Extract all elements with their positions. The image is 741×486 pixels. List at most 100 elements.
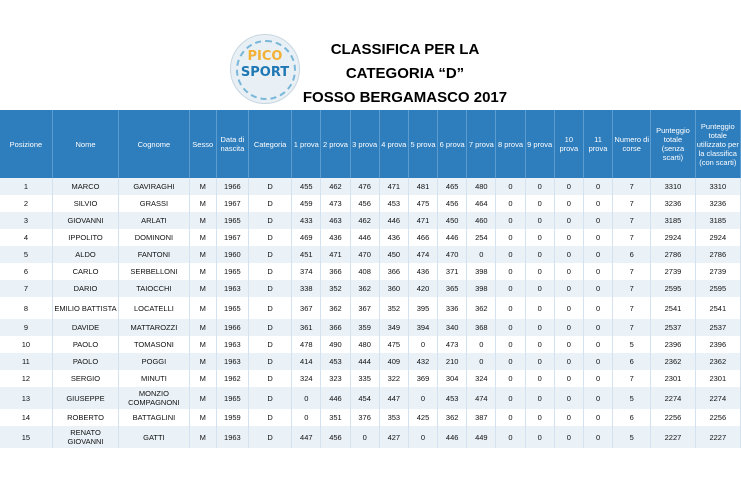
table-row: 6 CARLO SERBELLONI M 1965 D 374 366 408 366 436 371… xyxy=(0,263,741,280)
table-cell: 1959 xyxy=(216,409,249,426)
logo-line1: PICO xyxy=(247,49,283,64)
table-cell: 0 xyxy=(495,195,526,212)
table-cell: 1965 xyxy=(216,387,249,409)
title-line3: FOSSO BERGAMASCO 2017 xyxy=(302,89,508,106)
table-row: 10 PAOLO TOMASONI M 1963 D 478 490 480 475 0 473 0 0 0… xyxy=(0,336,741,353)
table-cell: 0 xyxy=(583,426,614,448)
table-cell: D xyxy=(248,178,293,195)
table-cell: 3310 xyxy=(695,178,741,195)
table-cell: 371 xyxy=(437,263,468,280)
table-cell: 0 xyxy=(554,246,584,263)
table-cell: D xyxy=(248,387,293,409)
table-cell: 7 xyxy=(612,280,652,297)
table-cell: M xyxy=(189,280,217,297)
table-cell: M xyxy=(189,387,217,409)
table-cell: 0 xyxy=(525,353,555,370)
table-cell: 1965 xyxy=(216,263,249,280)
table-cell: 450 xyxy=(437,212,468,229)
table-cell: 352 xyxy=(320,280,351,297)
table-cell: 5 xyxy=(612,387,652,409)
table-cell: M xyxy=(189,409,217,426)
table-cell: 362 xyxy=(466,297,497,319)
table-cell: D xyxy=(248,195,293,212)
table-cell: 6 xyxy=(612,353,652,370)
table-row: 4 IPPOLITO DOMINONI M 1967 D 469 436 446 436 466 44… xyxy=(0,229,741,246)
table-cell: 7 xyxy=(612,178,652,195)
table-cell: 340 xyxy=(437,319,468,336)
table-cell: 446 xyxy=(379,212,409,229)
table-cell: 1962 xyxy=(216,370,249,387)
table-cell: 471 xyxy=(408,212,439,229)
table-cell: 471 xyxy=(379,178,409,195)
table-header-row: Posizione Nome Cognome Sesso Data di nascita… xyxy=(0,110,741,178)
table-cell: 0 xyxy=(495,409,526,426)
table-row: 13 GIUSEPPE MONZIO COMPAGNONI M 1965 D 0 446 454… xyxy=(0,387,741,409)
table-cell: M xyxy=(189,212,217,229)
table-cell: 0 xyxy=(495,387,526,409)
table-cell: 449 xyxy=(466,426,497,448)
table-cell: 6 xyxy=(612,409,652,426)
table-cell: 0 xyxy=(525,370,555,387)
table-cell: 10 xyxy=(0,336,53,353)
table-cell: 447 xyxy=(379,387,409,409)
table-cell: D xyxy=(248,370,293,387)
table-cell: 353 xyxy=(379,409,409,426)
table-cell: 455 xyxy=(291,178,322,195)
table-cell: 0 xyxy=(495,370,526,387)
table-cell: 1963 xyxy=(216,280,249,297)
table-cell: 453 xyxy=(379,195,409,212)
table-cell: 0 xyxy=(495,280,526,297)
table-cell: 3185 xyxy=(650,212,696,229)
column-header: Data di nascita xyxy=(216,110,249,178)
table-cell: 470 xyxy=(437,246,468,263)
table-cell: 0 xyxy=(525,195,555,212)
table-cell: 352 xyxy=(379,297,409,319)
table-cell: 460 xyxy=(466,212,497,229)
table-cell: 0 xyxy=(525,297,555,319)
table-cell: 456 xyxy=(437,195,468,212)
table-cell: 436 xyxy=(379,229,409,246)
table-cell: 0 xyxy=(525,212,555,229)
table-cell: 2362 xyxy=(695,353,741,370)
table-cell: 475 xyxy=(408,195,439,212)
table-cell: 0 xyxy=(525,319,555,336)
table-cell: 2301 xyxy=(650,370,696,387)
table-cell: 387 xyxy=(466,409,497,426)
table-cell: 0 xyxy=(554,297,584,319)
table-cell: 453 xyxy=(320,353,351,370)
table-cell: 368 xyxy=(466,319,497,336)
table-cell: 0 xyxy=(583,297,614,319)
column-header: 9 prova xyxy=(525,110,555,178)
table-cell: M xyxy=(189,246,217,263)
table-cell: LOCATELLI xyxy=(118,297,190,319)
table-cell: 0 xyxy=(554,387,584,409)
table-cell: 360 xyxy=(379,280,409,297)
table-cell: 3236 xyxy=(695,195,741,212)
table-cell: 7 xyxy=(612,297,652,319)
table-cell: 476 xyxy=(350,178,380,195)
table-cell: 0 xyxy=(554,263,584,280)
table-cell: 0 xyxy=(554,280,584,297)
table-cell: 0 xyxy=(554,195,584,212)
table-cell: M xyxy=(189,353,217,370)
table-row: 2 SILVIO GRASSI M 1967 D 459 473 456 453 475 456 464… xyxy=(0,195,741,212)
table-cell: MINUTI xyxy=(118,370,190,387)
table-cell: 3310 xyxy=(650,178,696,195)
table-cell: 456 xyxy=(350,195,380,212)
table-cell: 351 xyxy=(320,409,351,426)
table-cell: 2227 xyxy=(650,426,696,448)
table-cell: 362 xyxy=(320,297,351,319)
table-cell: 447 xyxy=(291,426,322,448)
table-cell: 3185 xyxy=(695,212,741,229)
table-cell: 0 xyxy=(495,178,526,195)
table-cell: 362 xyxy=(437,409,468,426)
table-cell: 433 xyxy=(291,212,322,229)
table-cell: 475 xyxy=(379,336,409,353)
table-cell: 12 xyxy=(0,370,53,387)
table-cell: 463 xyxy=(320,212,351,229)
table-cell: M xyxy=(189,297,217,319)
column-header: Punteggio totale utilizzato per la class… xyxy=(695,110,741,178)
table-cell: 0 xyxy=(554,426,584,448)
table-cell: 323 xyxy=(320,370,351,387)
table-cell: IPPOLITO xyxy=(52,229,120,246)
